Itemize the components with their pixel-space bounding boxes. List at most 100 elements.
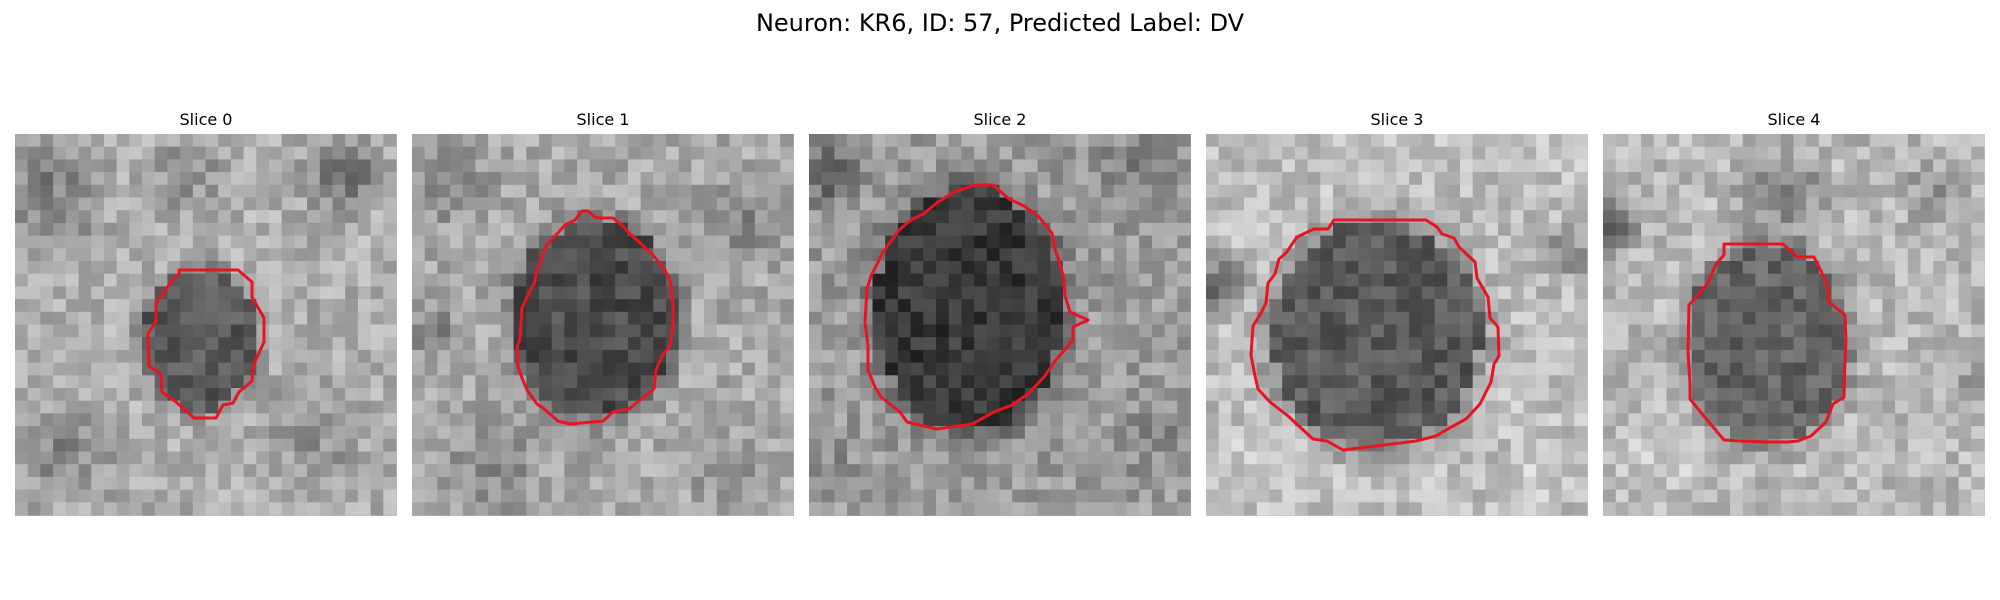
- texture-pixel: [1742, 502, 1756, 516]
- texture-pixel: [129, 476, 143, 491]
- texture-pixel: [1113, 159, 1127, 173]
- texture-pixel: [539, 426, 553, 440]
- texture-pixel: [218, 362, 232, 376]
- texture-pixel: [1768, 426, 1782, 440]
- texture-pixel: [1333, 134, 1347, 148]
- texture-pixel: [103, 438, 118, 452]
- texture-pixel: [78, 261, 92, 275]
- texture-pixel: [40, 248, 54, 262]
- texture-pixel: [754, 159, 769, 173]
- texture-pixel: [1371, 299, 1385, 313]
- texture-pixel: [53, 324, 67, 338]
- texture-pixel: [1371, 426, 1385, 440]
- texture-pixel: [1088, 146, 1102, 160]
- texture-pixel: [539, 311, 553, 325]
- texture-pixel: [999, 159, 1013, 173]
- texture-pixel: [40, 184, 54, 198]
- texture-pixel: [1218, 172, 1232, 186]
- texture-pixel: [1768, 324, 1782, 338]
- texture-pixel: [1075, 438, 1089, 452]
- texture-pixel: [526, 476, 540, 491]
- texture-pixel: [103, 388, 118, 402]
- texture-pixel: [1615, 489, 1629, 503]
- texture-pixel: [1768, 261, 1782, 275]
- texture-pixel: [1920, 413, 1934, 427]
- texture-pixel: [1396, 400, 1410, 414]
- texture-pixel: [1075, 197, 1089, 211]
- texture-pixel: [1628, 146, 1642, 160]
- texture-pixel: [936, 438, 950, 452]
- texture-pixel: [809, 413, 823, 427]
- texture-pixel: [1371, 337, 1385, 351]
- texture-pixel: [1615, 146, 1629, 160]
- texture-pixel: [1231, 159, 1245, 173]
- texture-pixel: [129, 261, 143, 275]
- texture-pixel: [500, 311, 515, 325]
- texture-pixel: [129, 502, 143, 516]
- texture-pixel: [1371, 349, 1385, 364]
- texture-pixel: [243, 451, 257, 465]
- texture-pixel: [1307, 502, 1321, 516]
- texture-pixel: [999, 349, 1013, 364]
- texture-pixel: [1920, 451, 1934, 465]
- texture-pixel: [847, 273, 861, 287]
- texture-pixel: [1139, 172, 1153, 186]
- texture-pixel: [1113, 375, 1127, 389]
- texture-pixel: [154, 248, 168, 262]
- texture-pixel: [91, 362, 105, 376]
- texture-pixel: [424, 438, 438, 452]
- texture-pixel: [500, 476, 515, 491]
- texture-pixel: [1755, 464, 1769, 478]
- texture-pixel: [1037, 286, 1051, 300]
- texture-pixel: [1498, 502, 1512, 516]
- texture-pixel: [1126, 286, 1140, 300]
- texture-pixel: [1615, 248, 1629, 262]
- texture-pixel: [1307, 172, 1321, 186]
- texture-pixel: [1206, 349, 1220, 364]
- texture-pixel: [1920, 210, 1934, 224]
- texture-pixel: [716, 286, 730, 300]
- texture-pixel: [872, 438, 886, 452]
- texture-pixel: [1231, 400, 1245, 414]
- texture-pixel: [513, 222, 527, 237]
- texture-pixel: [1971, 299, 1985, 313]
- texture-pixel: [450, 426, 464, 440]
- texture-pixel: [897, 172, 912, 186]
- texture-pixel: [767, 324, 781, 338]
- texture-pixel: [1641, 324, 1655, 338]
- texture-pixel: [1548, 222, 1563, 237]
- texture-pixel: [205, 172, 219, 186]
- texture-pixel: [1177, 273, 1191, 287]
- texture-pixel: [1218, 349, 1232, 364]
- texture-pixel: [437, 261, 451, 275]
- texture-pixel: [1101, 337, 1115, 351]
- texture-pixel: [1958, 235, 1972, 249]
- texture-pixel: [307, 337, 321, 351]
- texture-pixel: [1933, 438, 1947, 452]
- texture-pixel: [897, 159, 912, 173]
- texture-pixel: [627, 464, 642, 478]
- texture-pixel: [345, 337, 359, 351]
- texture-pixel: [65, 248, 79, 262]
- texture-pixel: [1177, 426, 1191, 440]
- texture-pixel: [1498, 311, 1512, 325]
- texture-pixel: [437, 489, 451, 503]
- texture-pixel: [678, 210, 692, 224]
- texture-pixel: [1857, 464, 1871, 478]
- texture-pixel: [1882, 261, 1896, 275]
- texture-pixel: [1615, 210, 1629, 224]
- texture-pixel: [1498, 451, 1512, 465]
- texture-pixel: [370, 502, 384, 516]
- texture-pixel: [897, 210, 912, 224]
- texture-pixel: [1780, 426, 1794, 440]
- texture-pixel: [948, 324, 962, 338]
- texture-pixel: [640, 426, 654, 440]
- texture-pixel: [1920, 337, 1934, 351]
- texture-pixel: [999, 388, 1013, 402]
- texture-pixel: [754, 413, 769, 427]
- texture-pixel: [424, 349, 438, 364]
- texture-pixel: [1806, 349, 1820, 364]
- texture-pixel: [1717, 222, 1731, 237]
- texture-pixel: [1615, 337, 1629, 351]
- texture-pixel: [589, 299, 603, 313]
